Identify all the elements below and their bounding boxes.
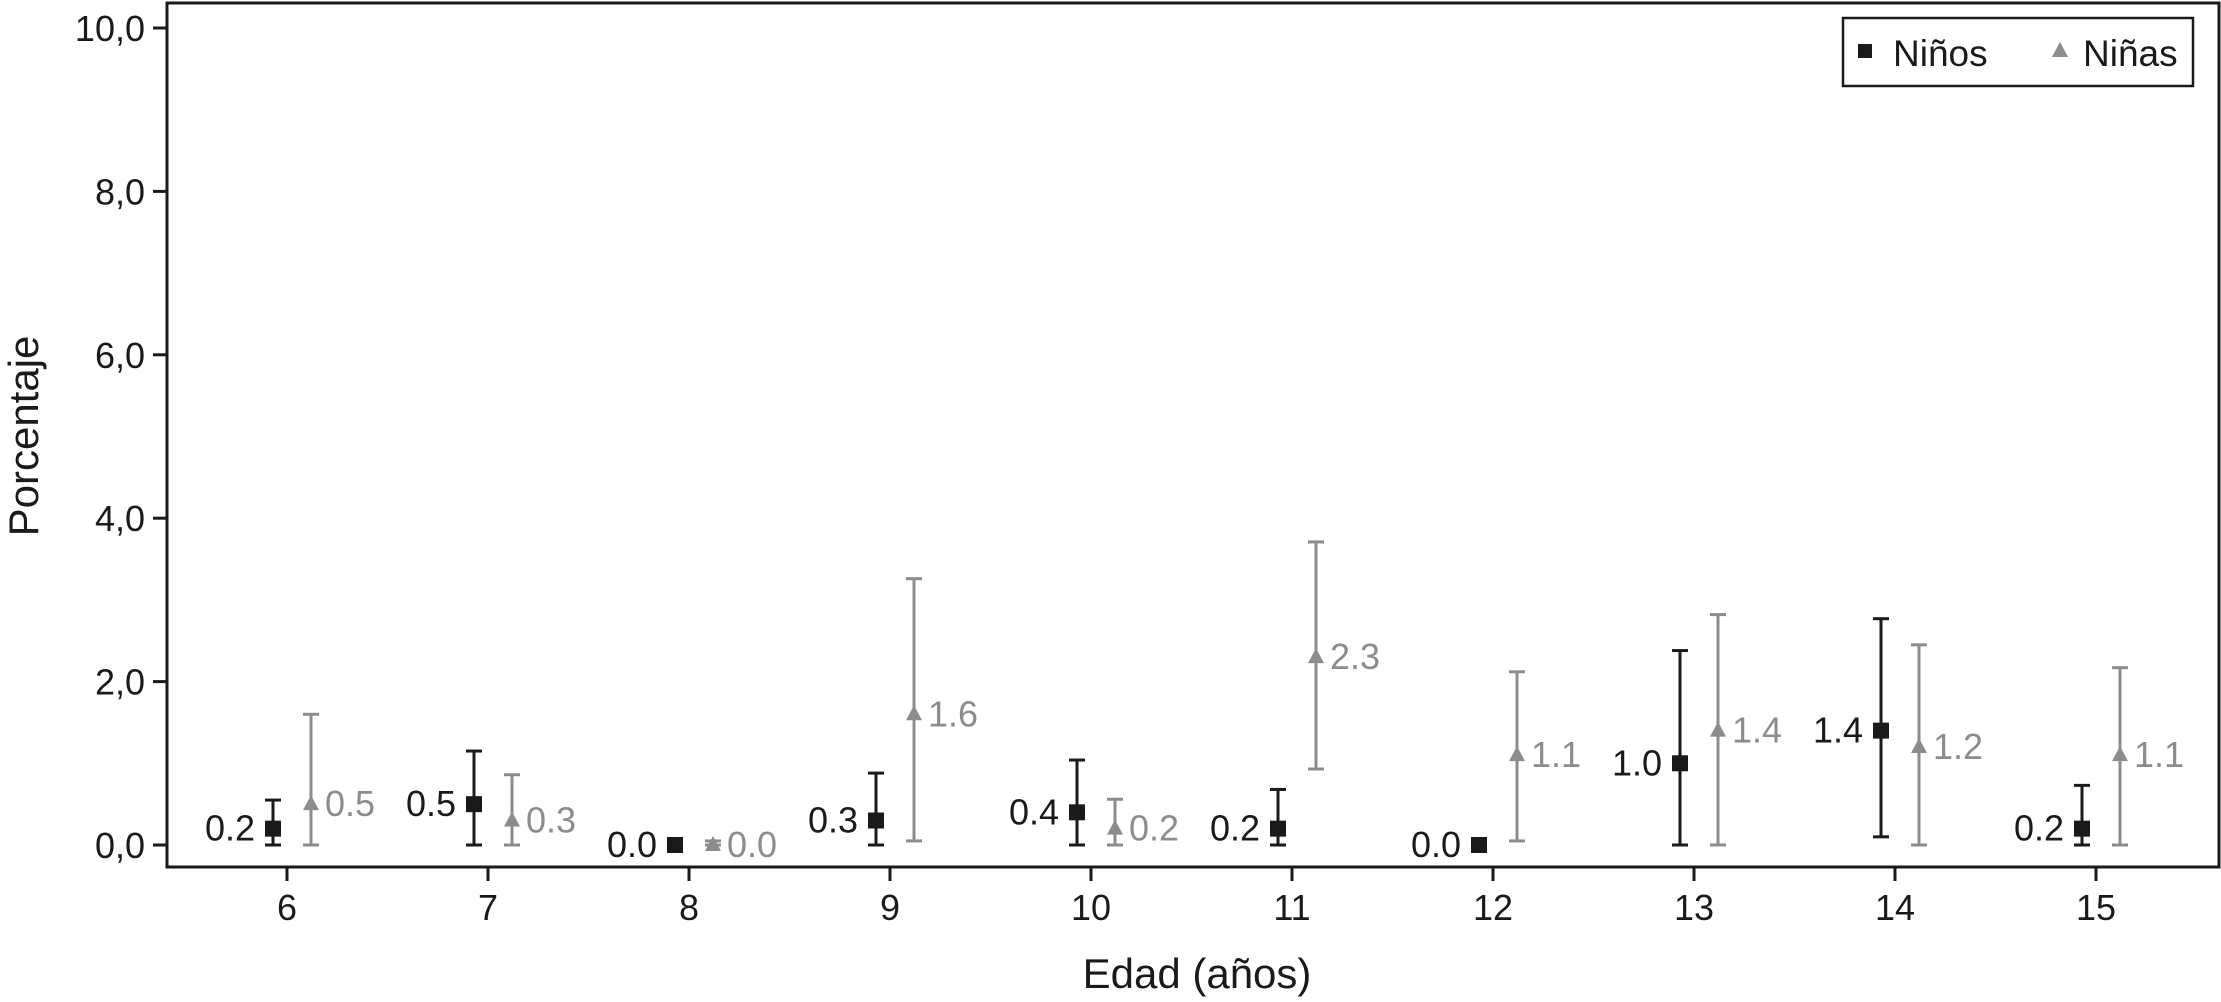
x-tick-label: 6 bbox=[277, 887, 297, 928]
data-label: 0.5 bbox=[325, 783, 375, 824]
data-label: 0.5 bbox=[406, 783, 456, 824]
y-tick-label: 0,0 bbox=[95, 825, 145, 866]
y-tick-label: 8,0 bbox=[95, 171, 145, 212]
data-label: 0.0 bbox=[727, 824, 777, 865]
legend: Niños Niñas bbox=[1841, 16, 2195, 88]
data-point-square bbox=[1873, 722, 1889, 739]
legend-label-ninos: Niños bbox=[1893, 33, 1988, 74]
data-label: 2.3 bbox=[1330, 636, 1380, 677]
x-tick-label: 15 bbox=[2076, 887, 2116, 928]
x-axis-title: Edad (años) bbox=[1083, 950, 1312, 997]
data-label: 1.0 bbox=[1612, 742, 1662, 783]
data-point-triangle bbox=[504, 811, 520, 827]
x-tick-label: 8 bbox=[679, 887, 699, 928]
y-tick-label: 4,0 bbox=[95, 498, 145, 539]
data-point-square bbox=[1270, 820, 1286, 837]
y-axis: 0,0 2,0 4,0 6,0 8,0 10,0 bbox=[75, 8, 167, 866]
x-tick-label: 11 bbox=[1273, 887, 1310, 928]
x-tick-label: 13 bbox=[1674, 887, 1714, 928]
data-point-triangle bbox=[1911, 737, 1927, 753]
data-point-square bbox=[1471, 837, 1487, 853]
y-tick-label: 2,0 bbox=[95, 662, 145, 703]
data-label: 1.1 bbox=[2134, 734, 2184, 775]
data-label: 0.4 bbox=[1009, 791, 1059, 832]
data-label: 0.0 bbox=[607, 824, 657, 865]
data-point-square bbox=[868, 812, 884, 829]
data-label: 0.2 bbox=[1210, 808, 1260, 849]
data-label: 1.2 bbox=[1933, 726, 1983, 767]
x-tick-label: 10 bbox=[1071, 887, 1111, 928]
data-point-triangle bbox=[1509, 746, 1525, 762]
y-tick-label: 10,0 bbox=[75, 8, 145, 49]
data-label: 0.0 bbox=[1411, 824, 1461, 865]
legend-label-ninas: Niñas bbox=[2083, 33, 2178, 74]
data-point-square bbox=[2074, 820, 2090, 837]
data-label: 0.2 bbox=[2014, 808, 2064, 849]
data-point-square bbox=[667, 837, 683, 853]
data-point-triangle bbox=[906, 705, 922, 721]
data-label: 1.1 bbox=[1531, 734, 1581, 775]
series-square: 0.2 0.5 0.0 0.3 0.4 0.2 0.0 1.0 1.4 0.2 bbox=[205, 617, 2090, 865]
data-point-triangle bbox=[1107, 819, 1123, 835]
legend-box bbox=[1841, 16, 2195, 88]
legend-triangle-marker bbox=[2052, 42, 2068, 57]
data-point-triangle bbox=[2112, 746, 2128, 762]
data-label: 0.3 bbox=[526, 799, 576, 840]
data-point-triangle bbox=[1308, 648, 1324, 664]
data-point-square bbox=[265, 820, 281, 837]
data-label: 0.2 bbox=[1129, 808, 1179, 849]
data-label: 1.4 bbox=[1813, 710, 1863, 751]
x-tick-label: 14 bbox=[1875, 887, 1915, 928]
series-triangle: 0.5 0.3 0.0 1.6 0.2 2.3 1.1 1.4 1.2 1.1 bbox=[303, 540, 2184, 865]
data-label: 1.4 bbox=[1732, 710, 1782, 751]
data-point-square bbox=[1672, 755, 1688, 772]
x-tick-label: 9 bbox=[880, 887, 900, 928]
data-point-square bbox=[466, 796, 482, 813]
data-label: 0.2 bbox=[205, 808, 255, 849]
data-point-triangle bbox=[705, 836, 721, 851]
data-point-square bbox=[1069, 804, 1085, 821]
plot-frame bbox=[165, 1, 2221, 869]
x-tick-label: 7 bbox=[478, 887, 498, 928]
data-point-triangle bbox=[1710, 721, 1726, 737]
y-axis-title: Porcentaje bbox=[0, 336, 47, 537]
x-axis: 6 7 8 9 10 11 12 13 14 15 bbox=[277, 867, 2116, 928]
data-point-triangle bbox=[303, 795, 319, 811]
data-label: 1.6 bbox=[928, 693, 978, 734]
y-tick-label: 6,0 bbox=[95, 335, 145, 376]
plot-data: 0.2 0.5 0.0 0.3 0.4 0.2 0.0 1.0 1.4 0.2 0.5 0.3 0.0 1… bbox=[205, 540, 2184, 865]
legend-square-marker bbox=[1858, 44, 1872, 58]
x-tick-label: 12 bbox=[1473, 887, 1513, 928]
data-label: 0.3 bbox=[808, 799, 858, 840]
